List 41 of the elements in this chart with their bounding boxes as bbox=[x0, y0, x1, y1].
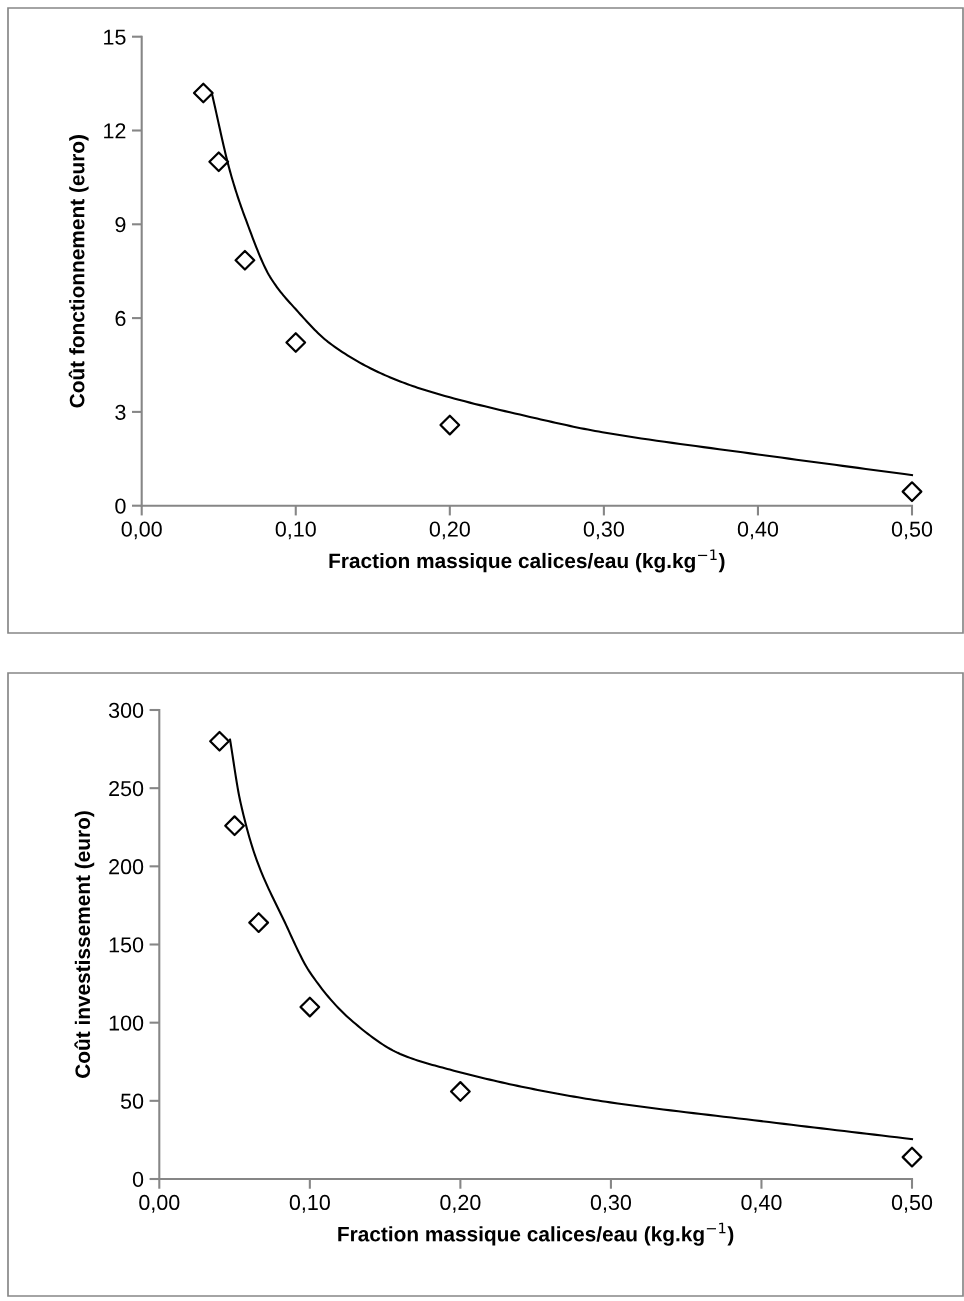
y-tick-label: 9 bbox=[115, 217, 126, 233]
x-tick-label: 0,20 bbox=[440, 1194, 481, 1213]
point bbox=[449, 1081, 471, 1102]
y-tick-label: 6 bbox=[115, 310, 126, 327]
point bbox=[209, 730, 230, 752]
x-tick-label: 0,40 bbox=[737, 521, 779, 540]
x-tick-label: 0,00 bbox=[121, 521, 162, 540]
y-axis-title: Coût investissement (euro) bbox=[74, 811, 95, 1078]
x-axis-title: Fraction massique calices/eau (kg.kg$^{−1}$) bbox=[329, 549, 725, 573]
point bbox=[901, 1146, 923, 1168]
point bbox=[439, 414, 461, 436]
y-tick-label: 0 bbox=[115, 498, 126, 514]
x-tick-label: 0,50 bbox=[891, 521, 933, 540]
x-tick-label: 0,30 bbox=[583, 521, 624, 540]
point bbox=[192, 82, 214, 104]
point bbox=[234, 249, 256, 271]
y-tick-label: 3 bbox=[115, 404, 126, 420]
point bbox=[299, 996, 321, 1018]
y-tick-label: 200 bbox=[109, 859, 144, 875]
y-tick-label: 12 bbox=[104, 123, 126, 139]
x-tick-label: 0,30 bbox=[590, 1194, 632, 1213]
point bbox=[248, 912, 270, 934]
x-tick-label: 0,50 bbox=[891, 1194, 933, 1213]
y-axis-title: Coût fonctionnement (euro) bbox=[68, 135, 89, 408]
x-tick-label: 0,00 bbox=[139, 1194, 180, 1213]
x-tick-label: 0,20 bbox=[429, 521, 470, 540]
point bbox=[285, 332, 307, 353]
point bbox=[224, 815, 245, 837]
y-tick-label: 15 bbox=[104, 29, 126, 45]
y-tick-label: 0 bbox=[132, 1171, 144, 1188]
x-tick-label: 0,10 bbox=[289, 1194, 330, 1213]
y-tick-label: 100 bbox=[109, 1015, 144, 1031]
y-tick-label: 50 bbox=[120, 1093, 144, 1109]
point bbox=[901, 481, 923, 503]
y-tick-label: 150 bbox=[109, 937, 144, 953]
x-tick-label: 0,40 bbox=[741, 1194, 782, 1213]
y-tick-label: 300 bbox=[108, 702, 144, 719]
y-tick-label: 250 bbox=[109, 780, 144, 797]
x-axis-title: Fraction massique calices/eau (kg.kg$^{−1}$) bbox=[338, 1222, 734, 1246]
point bbox=[208, 151, 230, 173]
x-tick-label: 0,10 bbox=[275, 521, 316, 540]
